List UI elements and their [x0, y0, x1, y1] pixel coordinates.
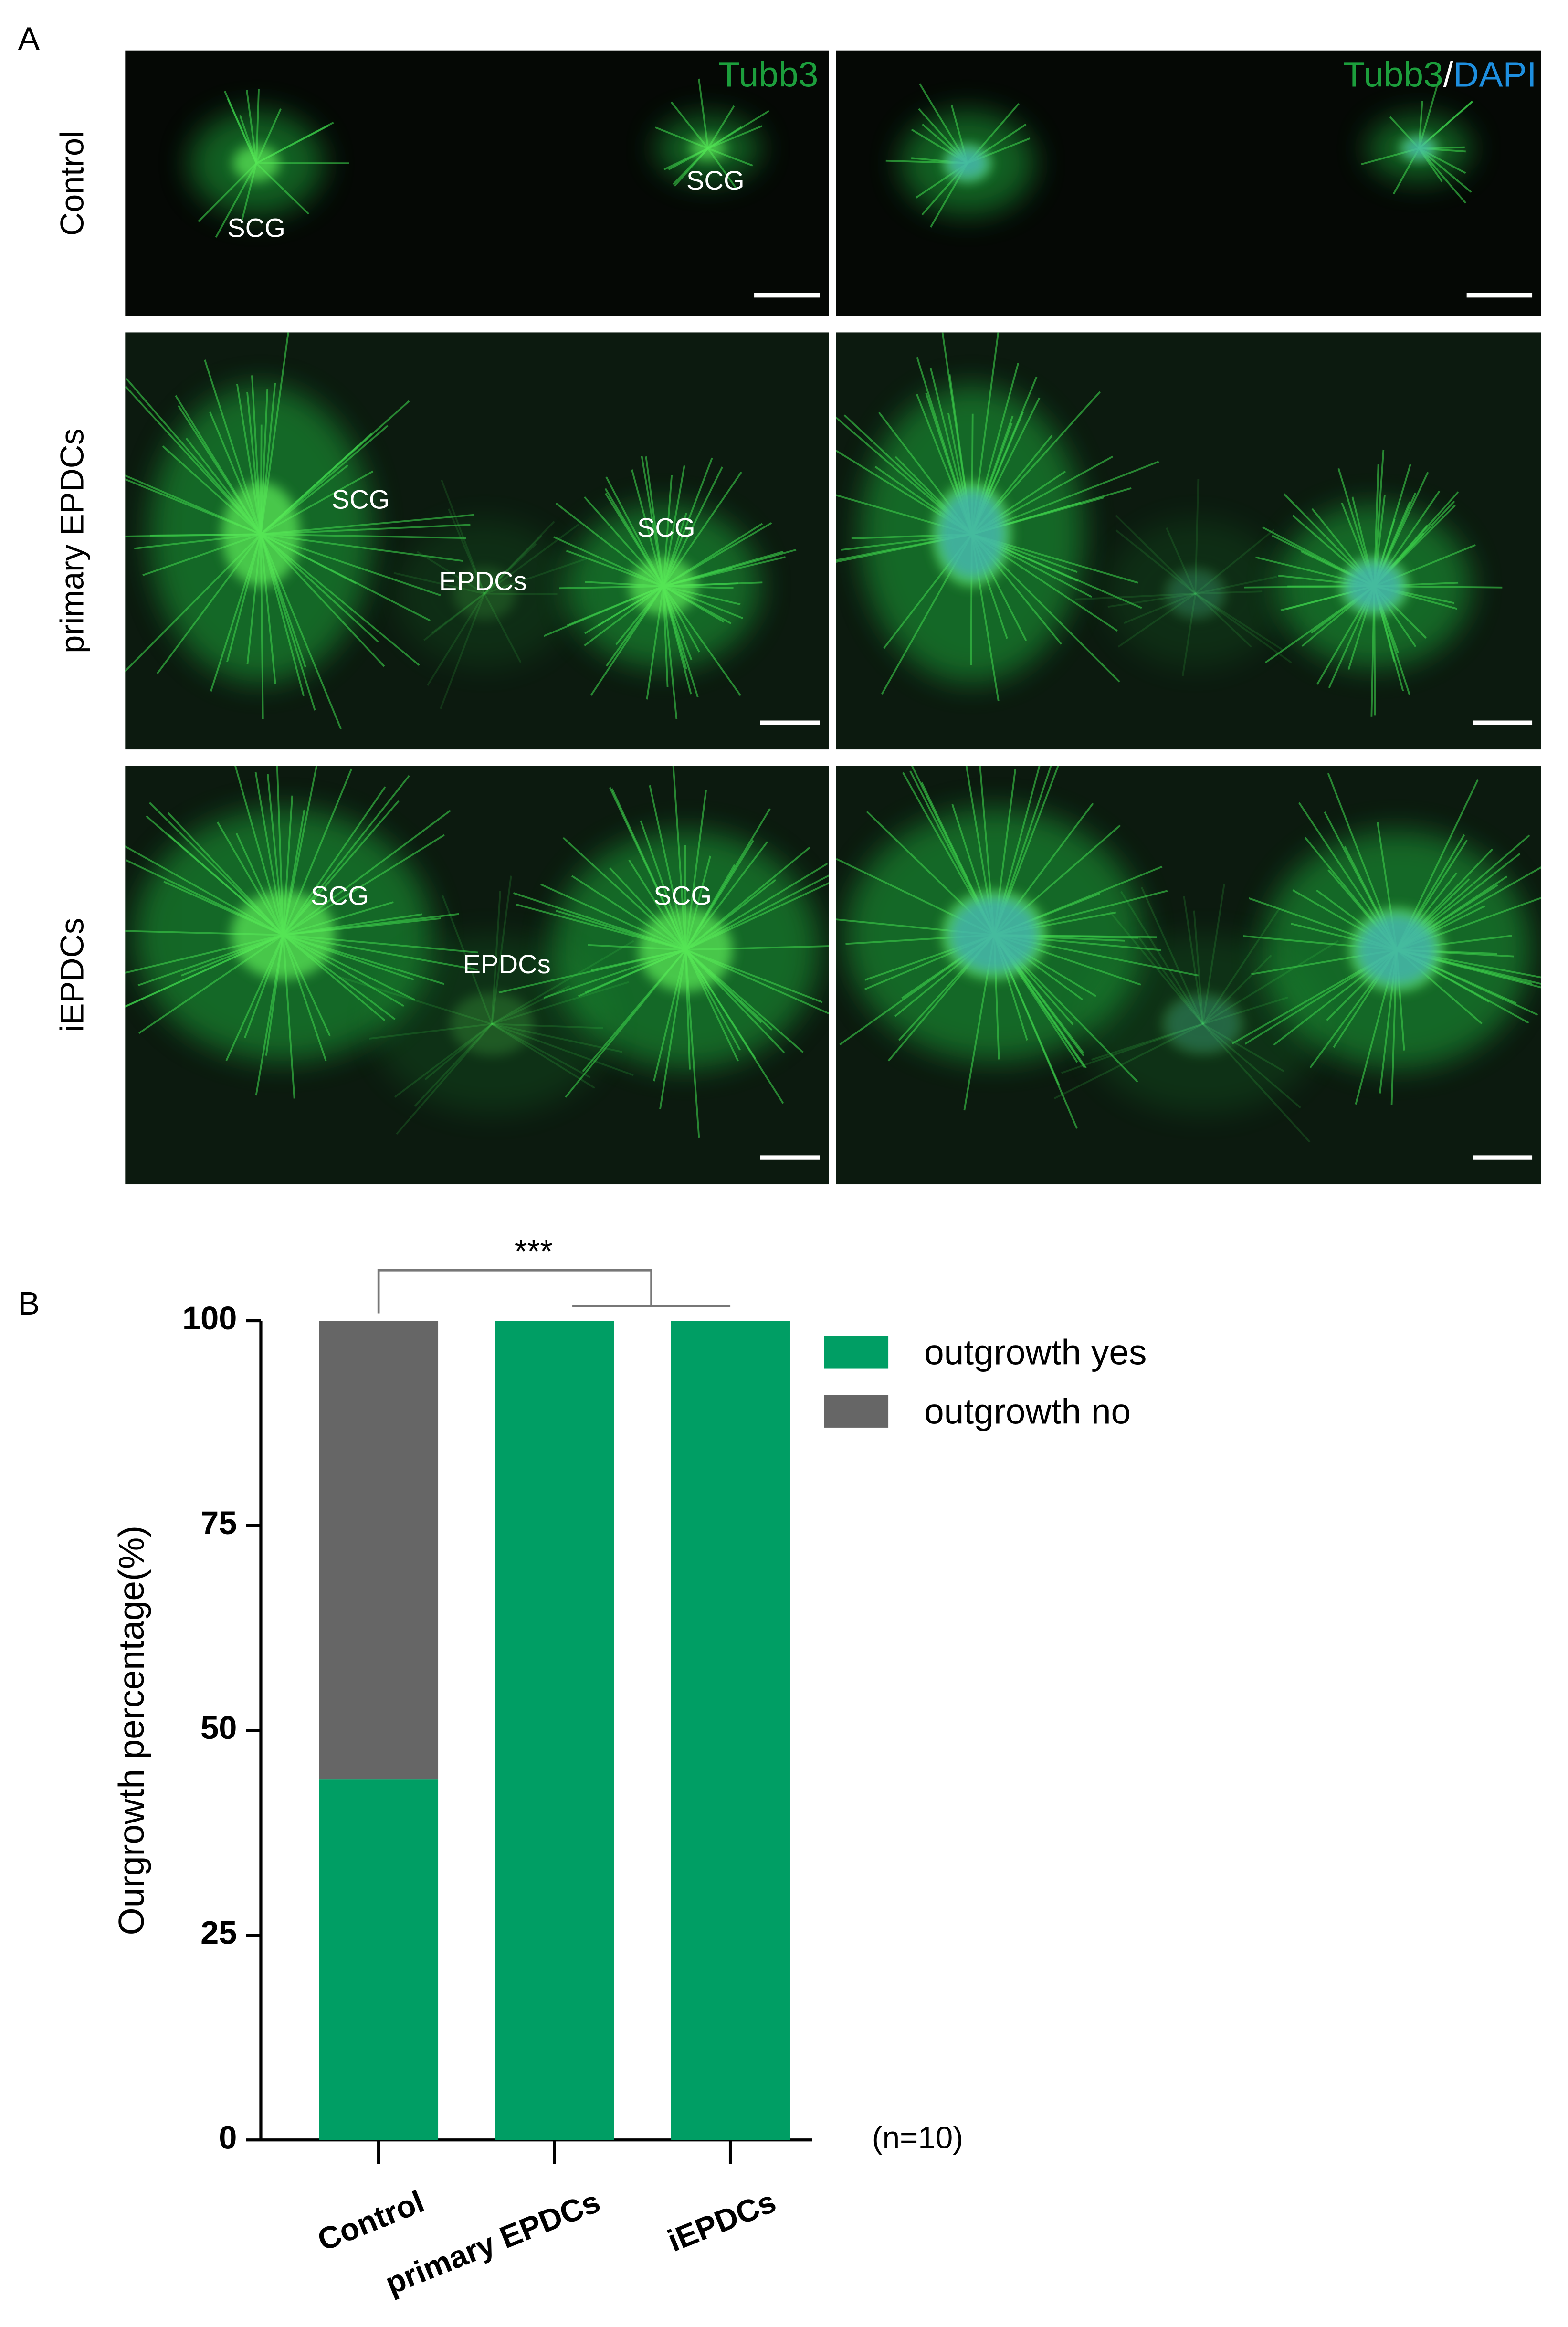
- image-content: [189, 78, 770, 238]
- bar-segment: [671, 1321, 790, 2140]
- bar-segment: [319, 1779, 439, 2140]
- cell-label: SCG: [637, 513, 695, 543]
- y-tick-label: 75: [200, 1505, 237, 1541]
- x-tick-label: Control: [313, 2184, 429, 2257]
- dapi: [1403, 138, 1435, 158]
- dapi: [938, 489, 1006, 579]
- y-tick-label: 50: [200, 1709, 237, 1746]
- cell-label: SCG: [332, 484, 390, 515]
- dapi: [949, 897, 1039, 973]
- cell-label: EPDCs: [439, 566, 527, 596]
- dapi: [1345, 561, 1403, 611]
- micrograph: [125, 50, 829, 316]
- neurite: [698, 78, 709, 149]
- micrograph: [125, 766, 829, 1185]
- row-label: iEPDCs: [53, 918, 90, 1032]
- channel-label: Tubb3: [718, 54, 819, 95]
- cell-label: EPDCs: [463, 949, 551, 979]
- cell-core: [221, 482, 300, 587]
- cell-label: SCG: [653, 881, 712, 911]
- legend-label: outgrowth yes: [924, 1332, 1147, 1372]
- y-tick-label: 0: [219, 2119, 237, 2156]
- merge-part: DAPI: [1453, 54, 1537, 95]
- merge-label: Tubb3/DAPI: [1343, 54, 1536, 95]
- cell-core: [689, 137, 726, 160]
- cell-core: [450, 992, 534, 1055]
- cell-label: SCG: [311, 881, 369, 911]
- cell-core: [453, 568, 516, 620]
- cell-label: SCG: [686, 165, 745, 195]
- row-label: Control: [53, 131, 90, 236]
- cell-core: [231, 891, 336, 979]
- image-content: [125, 766, 829, 1138]
- dapi: [1168, 571, 1222, 616]
- bar-segment: [319, 1321, 439, 1780]
- y-axis-label: Ourgrowth percentage(%): [111, 1526, 151, 1935]
- row-label: primary EPDCs: [53, 429, 90, 653]
- image-content: [836, 766, 1541, 1143]
- x-tick-label: iEPDCs: [663, 2184, 781, 2258]
- image-content: [836, 332, 1503, 717]
- cell-core: [232, 145, 280, 182]
- panel-label: B: [18, 1285, 40, 1322]
- significance-bracket: [377, 1269, 731, 1314]
- neurite: [1418, 81, 1440, 149]
- dapi: [1167, 997, 1239, 1051]
- micrograph: [836, 766, 1541, 1185]
- legend-label: outgrowth no: [924, 1391, 1131, 1432]
- cell-core: [629, 558, 697, 615]
- merge-part: Tubb3: [1343, 54, 1443, 95]
- cell-label: SCG: [227, 213, 285, 243]
- panel-label: A: [18, 21, 40, 57]
- significance: ***: [515, 1233, 553, 1270]
- bar-segment: [495, 1321, 614, 2140]
- micrograph: [836, 332, 1541, 750]
- note: (n=10): [872, 2120, 963, 2155]
- image-content: [125, 332, 797, 729]
- y-tick-label: 100: [182, 1300, 237, 1337]
- micrograph: [836, 50, 1541, 316]
- legend-swatch: [824, 1395, 889, 1428]
- image-content: [885, 81, 1473, 228]
- dapi: [947, 147, 988, 179]
- cell-core: [639, 908, 733, 991]
- dapi: [1356, 914, 1437, 986]
- y-tick-label: 25: [200, 1914, 237, 1951]
- micrograph: [125, 332, 829, 750]
- legend-swatch: [824, 1336, 889, 1369]
- merge-part: /: [1443, 54, 1453, 95]
